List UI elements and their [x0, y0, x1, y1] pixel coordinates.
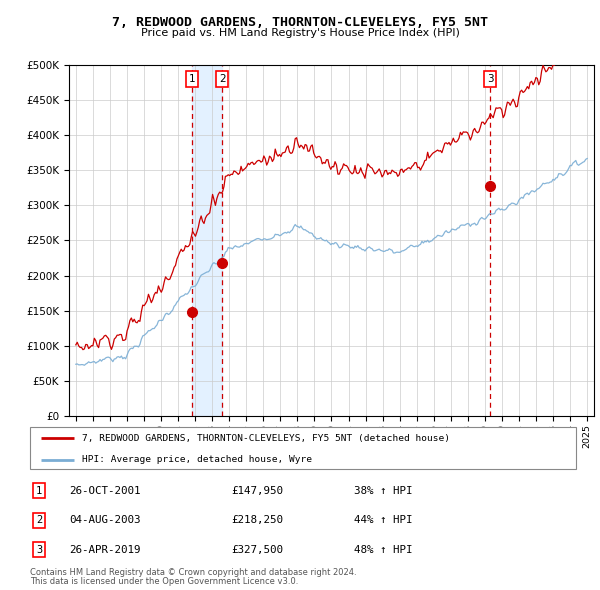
Text: This data is licensed under the Open Government Licence v3.0.: This data is licensed under the Open Gov… — [30, 578, 298, 586]
Text: 38% ↑ HPI: 38% ↑ HPI — [354, 486, 413, 496]
FancyBboxPatch shape — [30, 427, 576, 469]
Text: 2: 2 — [36, 516, 42, 525]
Text: HPI: Average price, detached house, Wyre: HPI: Average price, detached house, Wyre — [82, 455, 312, 464]
Text: 26-OCT-2001: 26-OCT-2001 — [69, 486, 140, 496]
Text: £218,250: £218,250 — [231, 516, 283, 525]
Text: £327,500: £327,500 — [231, 545, 283, 555]
Text: 7, REDWOOD GARDENS, THORNTON-CLEVELEYS, FY5 5NT: 7, REDWOOD GARDENS, THORNTON-CLEVELEYS, … — [112, 16, 488, 29]
Text: Contains HM Land Registry data © Crown copyright and database right 2024.: Contains HM Land Registry data © Crown c… — [30, 568, 356, 577]
Text: 1: 1 — [189, 74, 196, 84]
Text: 44% ↑ HPI: 44% ↑ HPI — [354, 516, 413, 525]
Text: £147,950: £147,950 — [231, 486, 283, 496]
Text: 48% ↑ HPI: 48% ↑ HPI — [354, 545, 413, 555]
Text: 7, REDWOOD GARDENS, THORNTON-CLEVELEYS, FY5 5NT (detached house): 7, REDWOOD GARDENS, THORNTON-CLEVELEYS, … — [82, 434, 450, 442]
Text: 26-APR-2019: 26-APR-2019 — [69, 545, 140, 555]
Text: 1: 1 — [36, 486, 42, 496]
Bar — [192, 65, 222, 416]
Text: Price paid vs. HM Land Registry's House Price Index (HPI): Price paid vs. HM Land Registry's House … — [140, 28, 460, 38]
Text: 3: 3 — [487, 74, 494, 84]
Text: 3: 3 — [36, 545, 42, 555]
Text: 04-AUG-2003: 04-AUG-2003 — [69, 516, 140, 525]
Text: 2: 2 — [219, 74, 226, 84]
